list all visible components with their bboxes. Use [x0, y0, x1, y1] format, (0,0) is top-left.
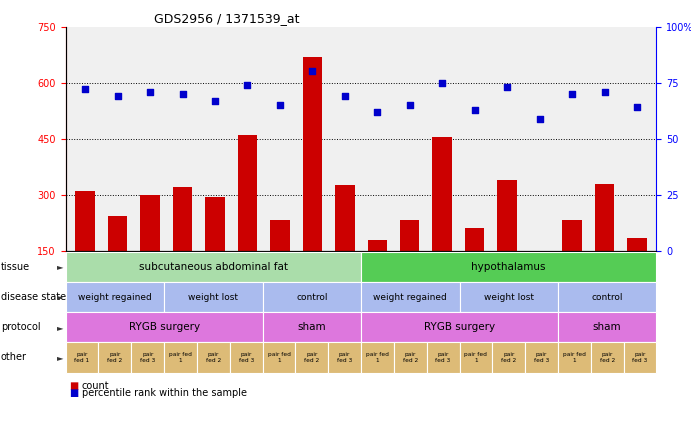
Bar — [140, 195, 160, 251]
Text: ►: ► — [57, 262, 64, 271]
Text: disease state: disease state — [1, 292, 66, 302]
Text: pair
fed 3: pair fed 3 — [534, 352, 549, 363]
Bar — [530, 251, 549, 262]
Bar — [335, 186, 354, 251]
Text: protocol: protocol — [1, 322, 40, 332]
Text: pair
fed 2: pair fed 2 — [107, 352, 122, 363]
Text: weight regained: weight regained — [373, 293, 447, 301]
Text: pair
fed 3: pair fed 3 — [140, 352, 155, 363]
Bar — [205, 197, 225, 251]
Point — [112, 93, 123, 100]
Text: pair
fed 2: pair fed 2 — [304, 352, 319, 363]
Point — [534, 115, 545, 122]
Text: sham: sham — [298, 322, 326, 332]
Point — [144, 88, 155, 95]
Bar — [498, 180, 517, 251]
Text: pair
fed 3: pair fed 3 — [632, 352, 647, 363]
Bar — [400, 220, 419, 251]
Point — [177, 91, 188, 98]
Text: count: count — [82, 381, 109, 391]
Point — [469, 106, 480, 113]
Text: pair
fed 2: pair fed 2 — [403, 352, 418, 363]
Text: ■: ■ — [69, 388, 78, 398]
Point — [632, 104, 643, 111]
Text: pair fed
1: pair fed 1 — [464, 352, 487, 363]
Text: pair fed
1: pair fed 1 — [169, 352, 192, 363]
Text: subcutaneous abdominal fat: subcutaneous abdominal fat — [139, 262, 288, 272]
Point — [274, 102, 285, 109]
Bar — [562, 220, 582, 251]
Text: ►: ► — [57, 353, 64, 362]
Bar — [627, 238, 647, 251]
Text: weight lost: weight lost — [189, 293, 238, 301]
Point — [307, 68, 318, 75]
Text: pair fed
1: pair fed 1 — [563, 352, 586, 363]
Text: pair fed
1: pair fed 1 — [267, 352, 290, 363]
Bar — [270, 220, 290, 251]
Point — [339, 93, 350, 100]
Text: pair
fed 2: pair fed 2 — [600, 352, 615, 363]
Text: other: other — [1, 353, 27, 362]
Point — [242, 81, 253, 88]
Text: weight regained: weight regained — [78, 293, 152, 301]
Text: weight lost: weight lost — [484, 293, 533, 301]
Point — [209, 97, 220, 104]
Text: tissue: tissue — [1, 262, 30, 272]
Point — [567, 91, 578, 98]
Text: percentile rank within the sample: percentile rank within the sample — [82, 388, 247, 398]
Text: pair
fed 1: pair fed 1 — [75, 352, 90, 363]
Point — [599, 88, 610, 95]
Bar — [595, 184, 614, 251]
Text: sham: sham — [593, 322, 621, 332]
Text: pair
fed 2: pair fed 2 — [206, 352, 221, 363]
Text: GDS2956 / 1371539_at: GDS2956 / 1371539_at — [154, 12, 300, 25]
Bar — [465, 229, 484, 251]
Text: hypothalamus: hypothalamus — [471, 262, 546, 272]
Text: ■: ■ — [69, 381, 78, 391]
Point — [502, 83, 513, 91]
Bar — [75, 191, 95, 251]
Text: pair
fed 3: pair fed 3 — [238, 352, 254, 363]
Point — [79, 86, 91, 93]
Bar — [173, 187, 192, 251]
Bar — [303, 56, 322, 251]
Text: pair
fed 2: pair fed 2 — [501, 352, 516, 363]
Text: pair
fed 3: pair fed 3 — [337, 352, 352, 363]
Bar — [433, 137, 452, 251]
Point — [404, 102, 415, 109]
Text: control: control — [591, 293, 623, 301]
Text: pair
fed 3: pair fed 3 — [435, 352, 451, 363]
Point — [372, 108, 383, 115]
Text: control: control — [296, 293, 328, 301]
Bar — [238, 135, 257, 251]
Text: ►: ► — [57, 293, 64, 301]
Text: RYGB surgery: RYGB surgery — [424, 322, 495, 332]
Point — [437, 79, 448, 86]
Text: pair fed
1: pair fed 1 — [366, 352, 389, 363]
Text: RYGB surgery: RYGB surgery — [129, 322, 200, 332]
Bar — [368, 240, 387, 251]
Text: ►: ► — [57, 323, 64, 332]
Bar — [108, 217, 127, 251]
